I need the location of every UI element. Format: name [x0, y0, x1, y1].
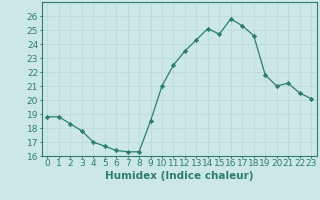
X-axis label: Humidex (Indice chaleur): Humidex (Indice chaleur) — [105, 171, 253, 181]
